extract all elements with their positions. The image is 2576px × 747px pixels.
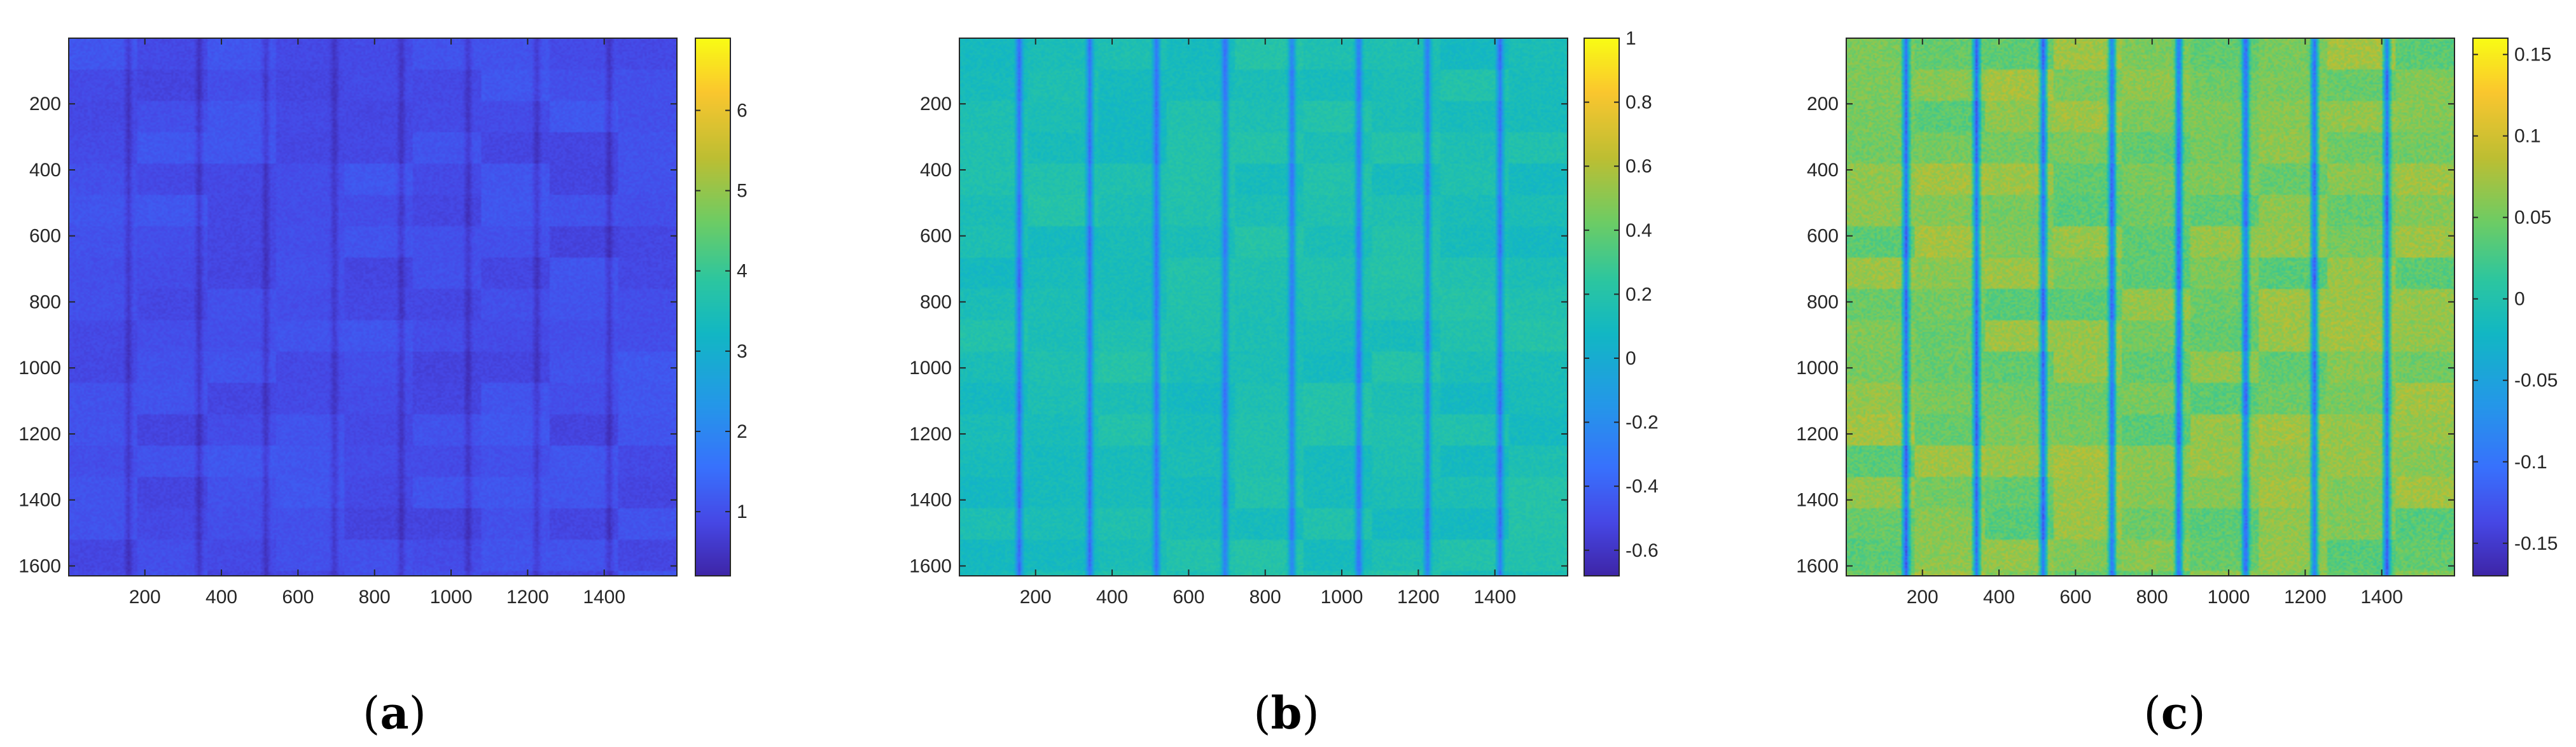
y-tick-label: 200 xyxy=(29,94,61,115)
colorbar-tick-label: 1 xyxy=(1626,28,1636,49)
colorbar-tick-label: 0 xyxy=(1626,348,1636,369)
colorbar-tick-label: 3 xyxy=(737,341,748,362)
y-tick-label: 1200 xyxy=(18,424,61,445)
colorbar-tick-label: 1 xyxy=(737,501,748,522)
colorbar-image-b xyxy=(1584,38,1619,576)
x-tick-label: 600 xyxy=(1173,587,1204,608)
y-tick-label: 1400 xyxy=(909,490,952,511)
colorbar-tick-label: 0.1 xyxy=(2514,126,2541,147)
x-tick-label: 1200 xyxy=(1397,587,1440,608)
x-tick-label: 400 xyxy=(1983,587,2015,608)
y-tick-label: 1600 xyxy=(18,555,61,576)
colorbar-tick-label: -0.05 xyxy=(2514,370,2558,391)
x-tick-label: 1000 xyxy=(430,587,473,608)
x-tick-label: 1400 xyxy=(2360,587,2403,608)
x-tick-label: 400 xyxy=(1096,587,1128,608)
panel-label-a: (a) xyxy=(363,687,426,739)
x-tick-label: 800 xyxy=(1250,587,1281,608)
panel-label-c: (c) xyxy=(2143,687,2205,739)
y-tick-label: 600 xyxy=(920,226,952,247)
plot-frame-a xyxy=(68,38,678,576)
y-tick-label: 600 xyxy=(29,226,61,247)
x-tick-label: 200 xyxy=(129,587,161,608)
y-tick-label: 1600 xyxy=(909,555,952,576)
x-tick-label: 1400 xyxy=(1473,587,1516,608)
colorbar-tick-label: 0.05 xyxy=(2514,207,2551,228)
colorbar-tick-label: 0.2 xyxy=(1626,284,1652,305)
colorbar-tick-label: 0.4 xyxy=(1626,220,1652,241)
colorbar-axis-b: -0.6 -0.4 -0.2 0 0.2 0.4 0.6 0.8 1 xyxy=(1584,28,1659,561)
x-tick-label: 1000 xyxy=(1321,587,1363,608)
colorbar-axis-c: -0.15 -0.1 -0.05 0 0.05 0.1 0.15 xyxy=(2473,45,2558,554)
y-tick-label: 400 xyxy=(920,160,952,181)
colorbar-tick-label: 0.15 xyxy=(2514,45,2551,66)
colorbar-tick-label: -0.15 xyxy=(2514,533,2558,554)
heatmap-image-b xyxy=(959,38,1568,576)
x-tick-label: 400 xyxy=(205,587,237,608)
colorbar-tick-label: 4 xyxy=(737,261,748,282)
x-axis-b: 200 400 600 800 1000 1200 1400 xyxy=(1020,38,1516,608)
y-tick-label: 1000 xyxy=(1796,358,1839,379)
y-tick-label: 800 xyxy=(29,291,61,312)
colorbar-axis-a: 1 2 3 4 5 6 xyxy=(695,101,748,522)
colorbar-frame-a xyxy=(695,38,731,576)
panel-b: 200 400 600 800 1000 1200 1400 200400600800100… xyxy=(909,28,1658,739)
y-tick-label: 1200 xyxy=(1796,424,1839,445)
y-tick-label: 200 xyxy=(1807,94,1839,115)
x-tick-label: 1400 xyxy=(583,587,625,608)
y-tick-label: 1200 xyxy=(909,424,952,445)
colorbar-frame-c xyxy=(2472,38,2509,576)
colorbar-frame-b xyxy=(1584,38,1620,576)
heatmap-image-c xyxy=(1846,38,2454,576)
x-tick-label: 200 xyxy=(1907,587,1939,608)
colorbar-tick-label: 0.6 xyxy=(1626,156,1652,177)
panel-c: 200 400 600 800 1000 1200 1400 200 400 600 800 100… xyxy=(1796,38,2558,739)
x-axis-c: 200 400 600 800 1000 1200 1400 xyxy=(1907,38,2403,608)
x-tick-label: 600 xyxy=(282,587,314,608)
plot-frame-c xyxy=(1846,38,2455,576)
colorbar-tick-label: 6 xyxy=(737,101,748,122)
y-tick-label: 600 xyxy=(1807,226,1839,247)
colorbar-tick-label: 0.8 xyxy=(1626,92,1652,113)
colorbar-image-c xyxy=(2473,38,2508,576)
colorbar-tick-label: -0.2 xyxy=(1626,412,1659,433)
x-tick-label: 800 xyxy=(2136,587,2168,608)
colorbar-tick-label: 2 xyxy=(737,421,748,442)
x-tick-label: 600 xyxy=(2059,587,2091,608)
y-tick-label: 1000 xyxy=(909,358,952,379)
y-tick-label: 1400 xyxy=(18,490,61,511)
y-tick-label: 400 xyxy=(29,160,61,181)
panel-label-b: (b) xyxy=(1253,687,1319,739)
colorbar-tick-label: 5 xyxy=(737,181,748,202)
x-tick-label: 1000 xyxy=(2208,587,2250,608)
y-axis-a: 200 400 600 800 1000 1200 1400 1600 xyxy=(18,94,677,576)
y-axis-b: 200 400 600 800 1000 1200 1400 1600 xyxy=(909,94,1568,576)
y-tick-label: 200 xyxy=(920,94,952,115)
y-tick-label: 1400 xyxy=(1796,490,1839,511)
x-tick-label: 1200 xyxy=(2284,587,2327,608)
plot-frame-b xyxy=(959,38,1568,576)
colorbar-tick-label: -0.1 xyxy=(2514,452,2547,473)
y-tick-label: 800 xyxy=(920,291,952,312)
colorbar-tick-label: -0.6 xyxy=(1626,540,1659,561)
x-tick-label: 800 xyxy=(359,587,391,608)
y-tick-label: 800 xyxy=(1807,291,1839,312)
x-tick-label: 1200 xyxy=(506,587,549,608)
y-tick-label: 1600 xyxy=(1796,555,1839,576)
y-tick-label: 400 xyxy=(1807,160,1839,181)
y-axis-c: 200 400 600 800 1000 1200 1400 1600 xyxy=(1796,94,2454,576)
x-axis-a: 200 400 600 800 1000 1200 1400 xyxy=(129,38,625,608)
colorbar-tick-label: 0 xyxy=(2514,289,2525,310)
colorbar-image-a xyxy=(695,38,730,576)
x-tick-label: 200 xyxy=(1020,587,1052,608)
y-tick-label: 1000 xyxy=(18,358,61,379)
panel-a: 200 400 600 800 1000 1200 1400 200 400 600 800 100… xyxy=(18,38,748,739)
heatmap-image-a xyxy=(69,38,677,576)
colorbar-tick-label: -0.4 xyxy=(1626,476,1659,497)
